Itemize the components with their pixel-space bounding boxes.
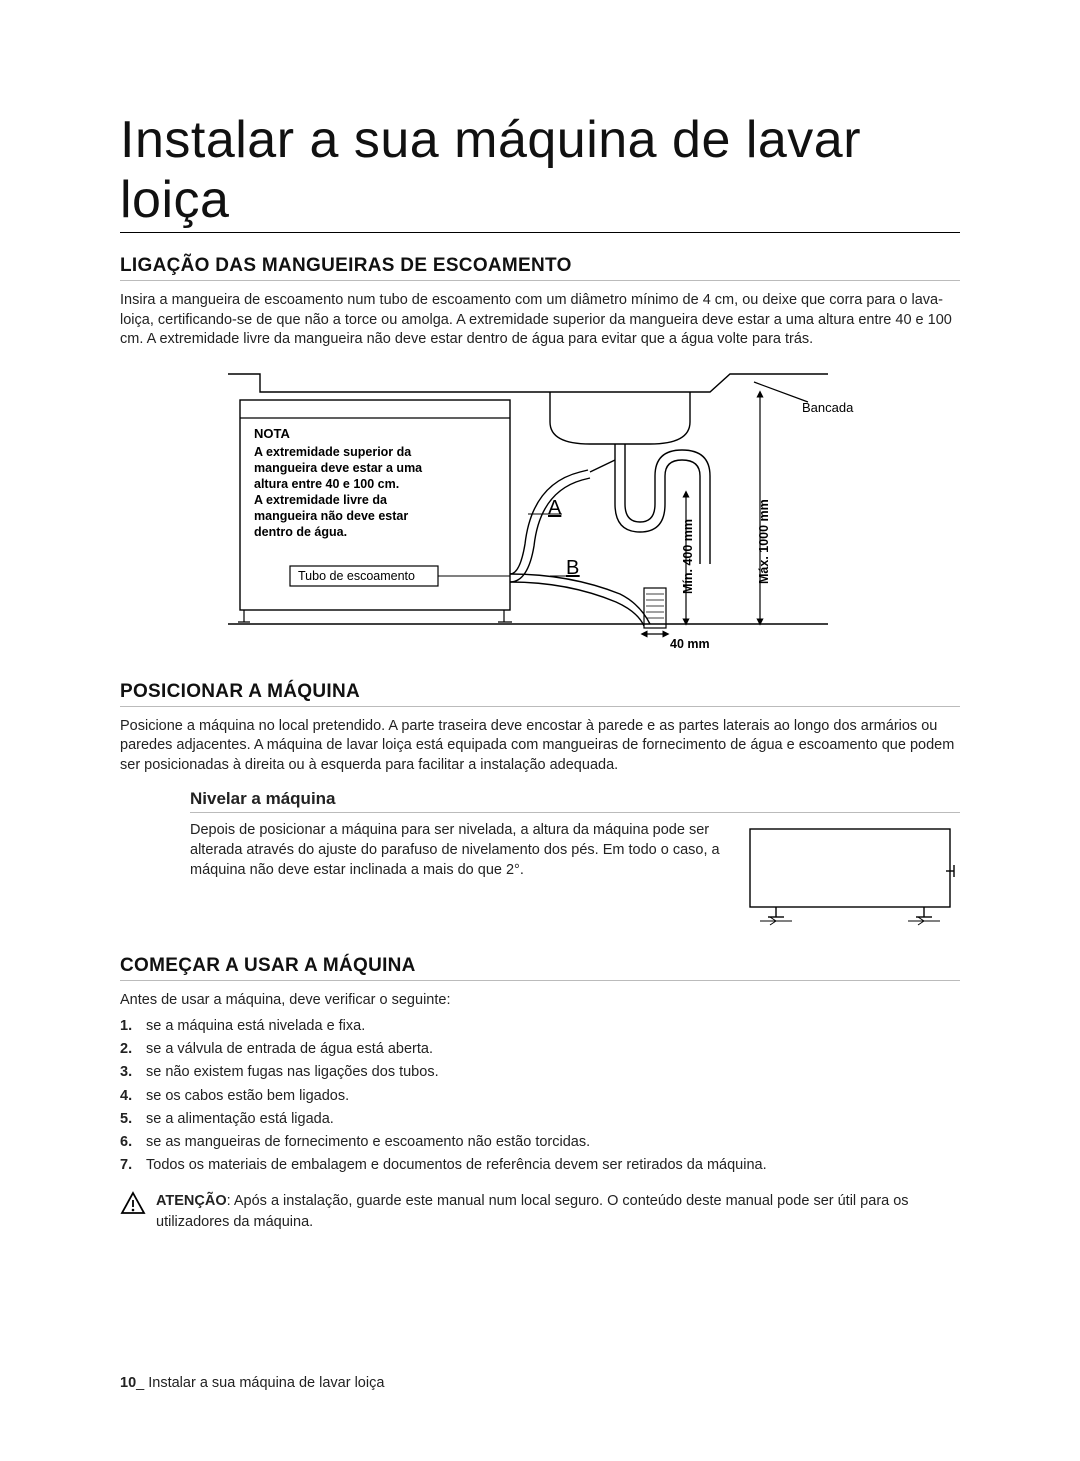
- sub-level-heading: Nivelar a máquina: [190, 789, 960, 813]
- nota-l3: altura entre 40 e 100 cm.: [254, 477, 399, 491]
- section-position-text: Posicione a máquina no local pretendido.…: [120, 717, 960, 776]
- list-item: se a alimentação está ligada.: [120, 1108, 960, 1131]
- section-hose-heading: LIGAÇÃO DAS MANGUEIRAS DE ESCOAMENTO: [120, 255, 960, 281]
- warning-icon: [120, 1191, 146, 1220]
- list-item: Todos os materiais de embalagem e docume…: [120, 1154, 960, 1177]
- drain-diagram: Bancada NOTA A extremidade superior da m…: [220, 364, 860, 659]
- label-nota: NOTA: [254, 426, 290, 441]
- list-item: se os cabos estão bem ligados.: [120, 1085, 960, 1108]
- nota-l6: dentro de água.: [254, 525, 347, 539]
- warning-body: : Após a instalação, guarde este manual …: [156, 1193, 909, 1229]
- sub-level-text: Depois de posicionar a máquina para ser …: [190, 821, 722, 880]
- label-40mm: 40 mm: [670, 637, 710, 651]
- section-hose-text: Insira a mangueira de escoamento num tub…: [120, 291, 960, 350]
- label-A: A: [548, 497, 562, 519]
- level-diagram: [740, 821, 960, 931]
- list-item: se a válvula de entrada de água está abe…: [120, 1038, 960, 1061]
- section-position-heading: POSICIONAR A MÁQUINA: [120, 681, 960, 707]
- label-min: Mín. 400 mm: [681, 519, 695, 594]
- list-item: se a máquina está nivelada e fixa.: [120, 1015, 960, 1038]
- nota-l1: A extremidade superior da: [254, 445, 412, 459]
- nota-l5: mangueira não deve estar: [254, 509, 408, 523]
- nota-l4: A extremidade livre da: [254, 493, 388, 507]
- nota-l2: mangueira deve estar a uma: [254, 461, 423, 475]
- label-max: Máx. 1000 mm: [757, 499, 771, 584]
- label-bancada: Bancada: [802, 400, 854, 415]
- list-item: se não existem fugas nas ligações dos tu…: [120, 1061, 960, 1084]
- page-title: Instalar a sua máquina de lavar loiça: [120, 110, 960, 233]
- label-tubo: Tubo de escoamento: [298, 569, 415, 583]
- section-start-heading: COMEÇAR A USAR A MÁQUINA: [120, 955, 960, 981]
- list-item: se as mangueiras de fornecimento e escoa…: [120, 1131, 960, 1154]
- section-start-intro: Antes de usar a máquina, deve verificar …: [120, 991, 960, 1011]
- start-checklist: se a máquina está nivelada e fixa. se a …: [120, 1015, 960, 1177]
- page-number: 10: [120, 1375, 136, 1391]
- page-footer: 10_ Instalar a sua máquina de lavar loiç…: [120, 1375, 384, 1391]
- warning-label: ATENÇÃO: [156, 1193, 227, 1209]
- page-footer-text: Instalar a sua máquina de lavar loiça: [148, 1375, 384, 1391]
- warning-text: ATENÇÃO: Após a instalação, guarde este …: [156, 1191, 960, 1232]
